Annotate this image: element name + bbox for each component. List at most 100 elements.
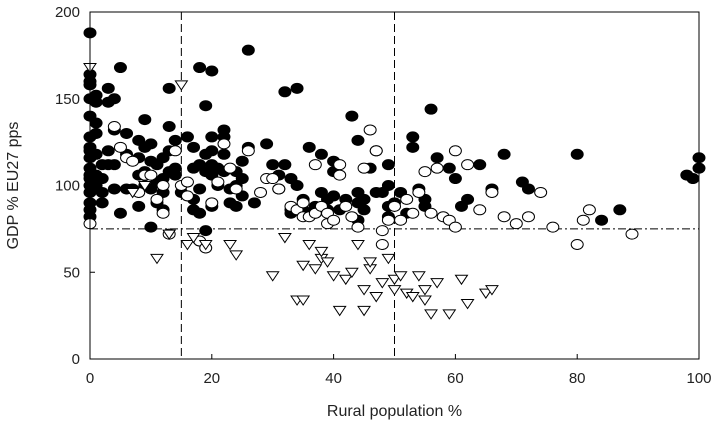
open-circle-point xyxy=(400,193,414,205)
open-circle-point xyxy=(327,214,341,226)
open-triangle-point xyxy=(344,267,359,279)
filled-circle-point xyxy=(278,86,292,98)
filled-circle-point xyxy=(406,131,420,143)
filled-circle-point xyxy=(217,148,231,160)
open-triangle-point xyxy=(357,305,371,317)
open-triangle-point xyxy=(296,295,311,306)
open-circle-point xyxy=(241,145,255,157)
open-circle-point xyxy=(211,176,225,188)
open-circle-point xyxy=(272,183,286,195)
filled-circle-point xyxy=(95,186,109,198)
open-circle-point xyxy=(430,162,444,174)
y-tick-label: 0 xyxy=(72,351,80,368)
open-circle-point xyxy=(521,211,535,223)
open-triangle-point xyxy=(180,239,195,251)
open-triangle-point xyxy=(296,260,311,272)
open-circle-point xyxy=(473,204,487,216)
filled-circle-point xyxy=(89,148,103,160)
open-triangle-point xyxy=(393,271,408,282)
open-circle-point xyxy=(406,207,420,219)
filled-circle-point xyxy=(686,173,700,185)
open-triangle-point xyxy=(387,274,402,286)
open-circle-point xyxy=(546,221,560,233)
filled-circle-point xyxy=(442,162,456,174)
open-triangle-point xyxy=(369,292,384,303)
filled-circle-point xyxy=(168,169,182,181)
open-triangle-point xyxy=(363,257,378,268)
open-triangle-point xyxy=(277,233,292,244)
filled-circle-point xyxy=(424,103,438,115)
filled-circle-point xyxy=(187,141,201,153)
x-tick-label: 20 xyxy=(203,370,220,387)
y-tick-label: 200 xyxy=(55,4,80,21)
filled-circle-point xyxy=(266,159,280,171)
open-triangle-point xyxy=(162,229,177,240)
open-triangle-point xyxy=(223,239,238,251)
open-circle-point xyxy=(217,138,231,150)
filled-circle-point xyxy=(302,141,316,153)
filled-circle-point xyxy=(113,207,127,219)
open-circle-point xyxy=(180,176,194,188)
filled-circle-point xyxy=(168,134,182,146)
open-circle-point xyxy=(570,238,584,250)
filled-circle-point xyxy=(95,197,109,209)
filled-circle-point xyxy=(278,159,292,171)
open-circle-point xyxy=(448,221,462,233)
open-triangle-point xyxy=(442,309,457,320)
filled-circle-point xyxy=(357,193,371,205)
filled-circle-point xyxy=(430,152,444,164)
open-circle-point xyxy=(229,183,243,195)
filled-circle-point xyxy=(101,82,115,94)
open-triangle-point xyxy=(381,253,396,265)
open-circle-point xyxy=(357,162,371,174)
x-tick-label: 80 xyxy=(569,370,586,387)
filled-circle-point xyxy=(107,93,121,105)
open-circle-point xyxy=(369,145,383,157)
filled-circle-point xyxy=(162,82,176,94)
filled-circle-point xyxy=(144,221,158,233)
filled-circle-point xyxy=(235,173,249,185)
y-tick-label: 100 xyxy=(55,178,80,195)
open-circle-point xyxy=(388,200,401,212)
open-triangle-point xyxy=(174,80,189,91)
x-tick-label: 60 xyxy=(447,370,464,387)
open-triangle-point xyxy=(485,285,499,296)
open-circle-point xyxy=(461,159,475,171)
open-circle-point xyxy=(296,197,310,209)
open-circle-point xyxy=(345,211,359,223)
open-triangle-point xyxy=(430,278,445,289)
filled-circle-point xyxy=(327,190,341,202)
open-triangle-point xyxy=(320,257,335,268)
open-triangle-point xyxy=(326,271,341,282)
filled-circle-point xyxy=(290,180,304,191)
open-circle-point xyxy=(497,211,511,223)
filled-circle-point xyxy=(144,138,158,150)
x-tick-label: 100 xyxy=(686,370,711,387)
open-triangle-point xyxy=(125,187,140,199)
open-circle-point xyxy=(180,190,194,202)
open-circle-point xyxy=(485,186,499,198)
open-circle-point xyxy=(351,221,365,233)
open-circle-point xyxy=(576,214,590,226)
open-circle-point xyxy=(412,186,426,198)
filled-circle-point xyxy=(138,114,152,126)
open-triangle-point xyxy=(338,274,353,286)
filled-circle-point xyxy=(229,200,243,212)
data-points xyxy=(83,27,706,320)
filled-circle-point xyxy=(107,159,121,171)
filled-circle-point xyxy=(260,138,274,150)
open-triangle-point xyxy=(387,285,402,296)
open-circle-point xyxy=(424,207,438,219)
open-circle-point xyxy=(582,204,596,216)
filled-circle-point xyxy=(595,214,609,226)
filled-circle-point xyxy=(101,145,115,157)
open-triangle-point xyxy=(454,274,469,286)
open-circle-point xyxy=(339,200,353,212)
filled-circle-point xyxy=(448,173,462,185)
filled-circle-point xyxy=(235,155,249,167)
open-triangle-point xyxy=(137,181,152,192)
open-circle-point xyxy=(156,207,170,219)
filled-circle-point xyxy=(241,44,255,56)
open-triangle-point xyxy=(265,271,280,282)
open-triangle-point xyxy=(460,298,475,310)
